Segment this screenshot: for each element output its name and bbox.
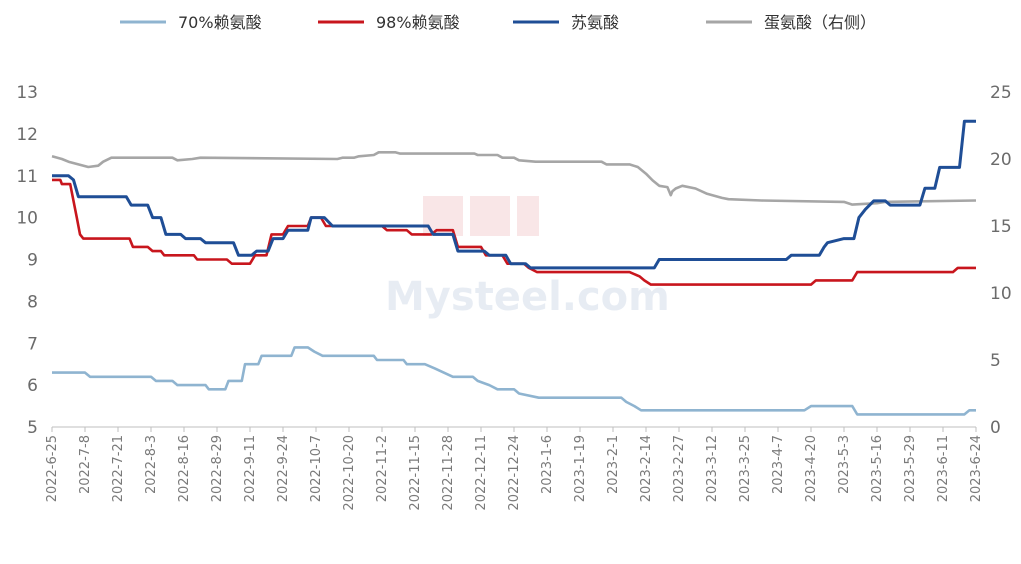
x-axis-tick-label: 2023-1-19 <box>573 435 588 502</box>
left-axis-tick-label: 10 <box>16 209 38 229</box>
x-axis-tick-label: 2022-12-24 <box>507 435 522 511</box>
x-axis-tick-label: 2023-3-25 <box>738 435 753 502</box>
right-axis-tick-label: 25 <box>990 83 1012 103</box>
x-axis-tick-label: 2023-3-12 <box>705 435 720 502</box>
series-line-0 <box>52 346 976 416</box>
x-axis-tick-label: 2023-1-6 <box>540 435 555 494</box>
x-axis-tick-label: 2023-4-7 <box>771 435 786 494</box>
legend-label: 70%赖氨酸 <box>178 13 262 32</box>
left-axis-tick-label: 13 <box>16 83 38 103</box>
x-axis-tick-label: 2022-8-29 <box>210 435 225 502</box>
left-axis-tick-label: 5 <box>27 418 38 438</box>
right-axis-tick-label: 15 <box>990 217 1012 237</box>
watermark-logo-block <box>517 196 539 236</box>
x-axis-tick-label: 2022-8-16 <box>177 435 192 502</box>
x-axis-tick-label: 2023-6-24 <box>969 435 984 502</box>
legend-label: 苏氨酸 <box>571 13 619 32</box>
left-axis-tick-label: 6 <box>27 376 38 396</box>
left-axis-tick-label: 8 <box>27 292 38 312</box>
x-axis-tick-label: 2022-6-25 <box>45 435 60 502</box>
right-axis-tick-label: 20 <box>990 150 1012 170</box>
x-axis-tick-label: 2022-7-21 <box>111 435 126 502</box>
right-axis-tick-label: 0 <box>990 418 1001 438</box>
x-axis-tick-label: 2022-11-28 <box>441 435 456 511</box>
left-axis-tick-label: 12 <box>16 125 38 145</box>
x-axis-tick-label: 2022-7-8 <box>78 435 93 494</box>
series-line-3 <box>51 151 977 206</box>
watermark-text: Mysteel.com <box>385 274 670 320</box>
watermark: Mysteel.com <box>385 196 670 320</box>
series-layer <box>51 119 977 416</box>
x-axis-tick-label: 2023-2-14 <box>639 435 654 502</box>
axes: 5 6 7 8 9 10 11 12 13 0 5 10 15 20 25 2022-6-25 2022-7-8… <box>16 83 1011 511</box>
legend: 70%赖氨酸 98%赖氨酸 苏氨酸 蛋氨酸（右侧） <box>120 13 876 32</box>
x-axis-tick-label: 2023-6-11 <box>936 435 951 502</box>
x-axis-tick-label: 2023-5-3 <box>837 435 852 494</box>
x-axis-tick-label: 2023-5-29 <box>903 435 918 502</box>
x-axis-tick-label: 2022-10-20 <box>342 435 357 511</box>
legend-label: 98%赖氨酸 <box>376 13 460 32</box>
right-axis-tick-label: 10 <box>990 284 1012 304</box>
x-axis-tick-label: 2023-5-16 <box>870 435 885 502</box>
left-axis-tick-label: 7 <box>27 334 38 354</box>
x-axis-tick-label: 2023-2-27 <box>672 435 687 502</box>
right-axis-tick-label: 5 <box>990 351 1001 371</box>
x-axis-tick-label: 2022-11-15 <box>408 435 423 511</box>
x-axis-tick-label: 2022-9-11 <box>243 435 258 502</box>
x-axis-tick-label: 2023-4-20 <box>804 435 819 502</box>
x-axis-tick-label: 2022-12-11 <box>474 435 489 511</box>
x-axis-tick-label: 2022-11-2 <box>375 435 390 502</box>
left-axis-tick-label: 9 <box>27 251 38 271</box>
series-line-2 <box>52 119 976 270</box>
left-axis-tick-label: 11 <box>16 167 38 187</box>
x-axis-tick-label: 2022-9-24 <box>276 435 291 502</box>
x-axis-tick-label: 2022-8-3 <box>144 435 159 494</box>
watermark-logo-block <box>470 196 510 236</box>
x-axis-tick-label: 2023-2-1 <box>606 435 621 494</box>
series-line-1 <box>52 178 976 286</box>
x-axis-tick-label: 2022-10-7 <box>309 435 324 502</box>
legend-label: 蛋氨酸（右侧） <box>764 13 876 32</box>
